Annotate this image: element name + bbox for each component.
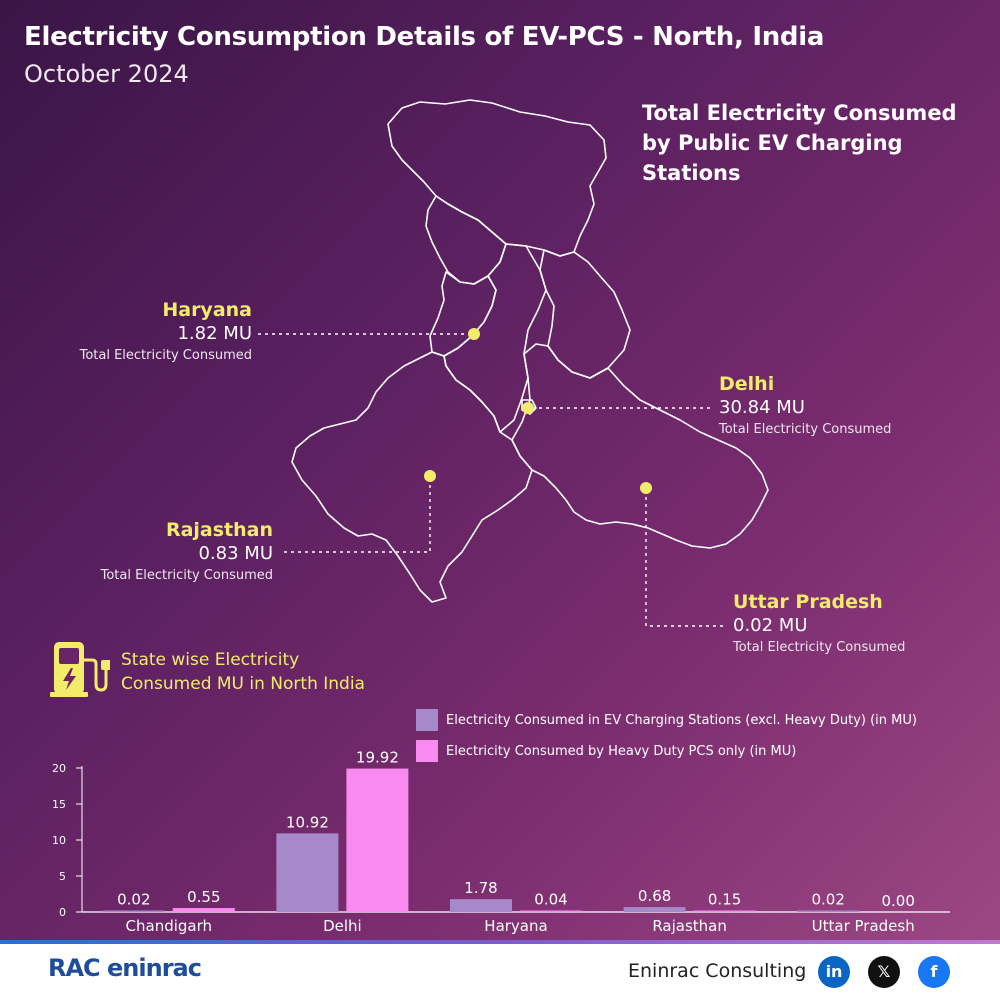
y-tick-label: 15 (52, 798, 66, 811)
legend-label-ev-stations: Electricity Consumed in EV Charging Stat… (446, 712, 917, 728)
legend-item-ev-stations: Electricity Consumed in EV Charging Stat… (416, 709, 917, 731)
y-tick-label: 20 (52, 762, 66, 775)
section-title: State wise Electricity Consumed MU in No… (121, 648, 365, 696)
map-outline-up (511, 343, 769, 549)
y-tick-label: 5 (59, 870, 66, 883)
bar-value-label: 0.02 (117, 891, 150, 909)
bar-ev-stations (623, 907, 686, 912)
map-outline-jk (387, 99, 607, 257)
up-label: Uttar Pradesh 0.02 MU Total Electricity … (733, 590, 905, 658)
up-caption: Total Electricity Consumed (733, 640, 906, 655)
bar-heavy-duty (520, 910, 582, 912)
rajasthan-leader-line (284, 478, 431, 553)
category-label: Haryana (484, 917, 547, 935)
page-subtitle: October 2024 (24, 60, 189, 88)
map-outline-uttarakhand (539, 249, 631, 379)
bar-ev-stations (276, 833, 339, 912)
facebook-icon[interactable]: f (918, 956, 950, 988)
y-tick-label: 10 (52, 834, 66, 847)
delhi-marker (522, 402, 534, 414)
bar-value-label: 19.92 (356, 749, 399, 767)
haryana-label: Haryana 1.82 MU Total Electricity Consum… (80, 298, 252, 366)
category-label: Rajasthan (652, 917, 727, 935)
haryana-name: Haryana (162, 299, 252, 321)
category-label: Chandigarh (126, 917, 213, 935)
rajasthan-value: 0.83 MU (198, 543, 273, 564)
bar-value-label: 0.04 (534, 891, 567, 909)
bar-heavy-duty (346, 768, 409, 912)
linkedin-icon[interactable]: in (818, 956, 850, 988)
bar-heavy-duty (693, 910, 756, 912)
bar-ev-stations (102, 910, 165, 912)
section-title-line2: Consumed MU in North India (121, 674, 365, 694)
bar-value-label: 0.15 (708, 891, 741, 909)
map-outline-hp (425, 195, 507, 285)
up-marker (640, 482, 652, 494)
bar-ev-stations (797, 910, 860, 912)
rajasthan-caption: Total Electricity Consumed (100, 568, 273, 583)
legend-swatch-ev-stations (416, 709, 438, 731)
bar-value-label: 10.92 (286, 813, 329, 831)
up-name: Uttar Pradesh (733, 591, 883, 613)
category-label: Delhi (323, 917, 362, 935)
rajasthan-marker (424, 470, 436, 482)
bar-ev-stations (450, 899, 512, 912)
north-india-map (284, 99, 769, 627)
y-tick-label: 0 (59, 906, 66, 919)
legend-label-heavy-duty: Electricity Consumed by Heavy Duty PCS o… (446, 743, 797, 759)
haryana-value: 1.82 MU (177, 323, 252, 344)
bar-value-label: 1.78 (464, 879, 497, 897)
ev-charger-icon (50, 642, 110, 697)
map-title: Total Electricity Consumed by Public EV … (642, 101, 957, 185)
category-label: Uttar Pradesh (812, 917, 915, 935)
x-icon[interactable]: 𝕏 (868, 956, 900, 988)
legend-swatch-heavy-duty (416, 740, 438, 762)
rajasthan-name: Rajasthan (165, 519, 273, 541)
company-name: Eninrac Consulting (628, 960, 807, 982)
up-leader-line (645, 490, 726, 627)
bar-value-label: 0.55 (187, 888, 220, 906)
page-title: Electricity Consumption Details of EV-PC… (24, 22, 825, 52)
haryana-caption: Total Electricity Consumed (79, 348, 252, 363)
rajasthan-label: Rajasthan 0.83 MU Total Electricity Cons… (101, 518, 273, 586)
delhi-label: Delhi 30.84 MU Total Electricity Consume… (719, 372, 891, 440)
map-outline-rajasthan (291, 351, 533, 603)
bar-value-label: 0.00 (881, 892, 914, 910)
bar-value-label: 0.02 (811, 891, 844, 909)
section-title-line1: State wise Electricity (121, 650, 300, 670)
up-value: 0.02 MU (733, 615, 808, 636)
bar-value-label: 0.68 (638, 887, 671, 905)
delhi-value: 30.84 MU (719, 397, 805, 418)
bar-heavy-duty (172, 908, 235, 912)
haryana-marker (468, 328, 480, 340)
eninrac-logo: RAC eninrac (48, 954, 202, 982)
bar-chart: 0 5 10 15 20 0.02 0.55 Chandigarh 10.92 19.92 Delh… (52, 749, 950, 935)
delhi-name: Delhi (719, 373, 775, 395)
delhi-caption: Total Electricity Consumed (719, 422, 892, 437)
legend-item-heavy-duty: Electricity Consumed by Heavy Duty PCS o… (416, 740, 796, 762)
footer-divider (0, 940, 1000, 944)
